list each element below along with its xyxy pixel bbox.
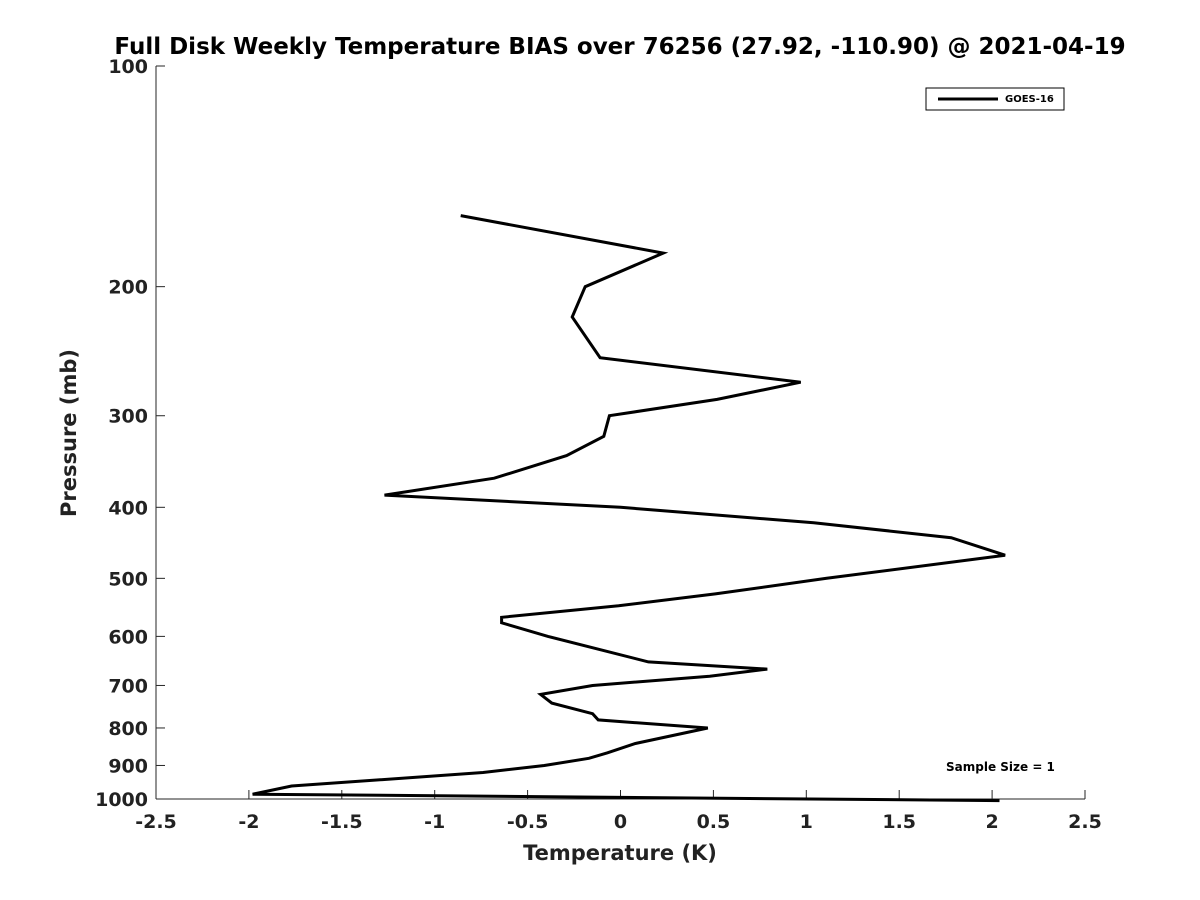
y-tick-label: 1000 — [95, 789, 148, 811]
y-tick-label: 200 — [108, 277, 148, 299]
x-tick-label: 2.5 — [1068, 811, 1102, 833]
y-tick-label: 300 — [108, 406, 148, 428]
x-tick-label: -0.5 — [507, 811, 549, 833]
chart-title: Full Disk Weekly Temperature BIAS over 7… — [114, 34, 1125, 60]
series-layer — [252, 214, 1006, 803]
series-line-goes-16 — [252, 214, 1006, 803]
x-tick-label: 0 — [614, 811, 627, 833]
x-tick-label: 0.5 — [697, 811, 731, 833]
sample-size-annotation: Sample Size = 1 — [946, 760, 1055, 774]
legend: GOES-16 — [925, 87, 1065, 111]
legend-label-goes-16: GOES-16 — [1005, 94, 1054, 105]
y-tick-label: 800 — [108, 718, 148, 740]
y-ticks: 100 200 300 400 500 600 700 800 900 1000 — [95, 56, 165, 811]
y-tick-label: 400 — [108, 497, 148, 519]
y-tick-label: 600 — [108, 626, 148, 648]
x-ticks: -2.5 -2 -1.5 -1 -0.5 0 0.5 1 1.5 2 2.5 — [135, 790, 1102, 833]
x-tick-label: 1 — [800, 811, 813, 833]
x-tick-label: -1.5 — [321, 811, 363, 833]
y-tick-label: 100 — [108, 56, 148, 78]
x-tick-label: -2 — [238, 811, 259, 833]
x-tick-label: 2 — [985, 811, 998, 833]
x-tick-label: 1.5 — [882, 811, 916, 833]
y-tick-label: 900 — [108, 755, 148, 777]
y-tick-label: 700 — [108, 675, 148, 697]
x-axis-label: Temperature (K) — [523, 841, 717, 865]
x-tick-label: -1 — [424, 811, 445, 833]
y-tick-label: 500 — [108, 568, 148, 590]
y-axis-label: Pressure (mb) — [57, 349, 81, 517]
x-tick-label: -2.5 — [135, 811, 177, 833]
